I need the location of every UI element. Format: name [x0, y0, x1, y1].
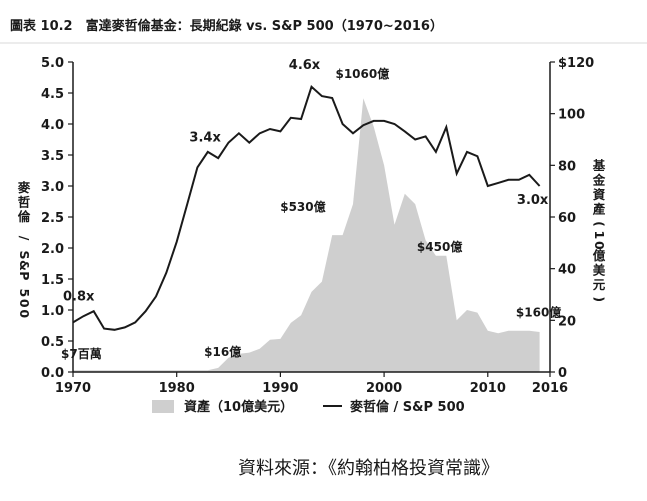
x-tick-label: 2000 — [366, 381, 402, 396]
axis-title-char: 倫 — [18, 209, 31, 224]
axis-title-char: 麥 — [17, 180, 31, 195]
left-tick-label: 4.0 — [41, 118, 64, 133]
axis-title-char: 金 — [592, 173, 606, 188]
axis-title-char: 哲 — [18, 195, 31, 210]
annotation-label: $530億 — [280, 199, 325, 214]
axis-title-char: ) — [592, 296, 607, 302]
annotation-label: $160億 — [516, 305, 561, 320]
ratio-line — [72, 85, 541, 331]
annotation-label: $1060億 — [335, 66, 389, 81]
x-tick-label: 2016 — [532, 381, 568, 396]
left-tick-label: 5.0 — [41, 56, 64, 71]
right-tick-label: 0 — [558, 366, 567, 381]
axis-title-char: 0 — [17, 299, 32, 308]
right-tick-label: 100 — [558, 108, 585, 123]
assets-area — [73, 98, 540, 372]
axis-title-char: S — [17, 250, 32, 259]
right-tick-label: 80 — [558, 159, 576, 174]
axis-title-char: 元 — [593, 277, 606, 292]
left-axis: 0.0 0.5 1.0 1.5 2.0 2.5 3.0 3.5 4.0 4.5 5.0 麥哲倫 / S&P… — [17, 56, 74, 381]
axis-title-char: 產 — [592, 202, 606, 217]
left-tick-label: 3.0 — [41, 180, 64, 195]
x-tick-label: 1980 — [159, 381, 195, 396]
x-axis: 1970 1980 1990 2000 2010 2016 — [55, 371, 568, 396]
axis-title-char: 美 — [593, 262, 606, 277]
left-tick-label: 1.5 — [41, 273, 64, 288]
left-tick-label: 0.5 — [41, 335, 64, 350]
axis-title-char: 1 — [592, 231, 607, 240]
legend: 資產（10億美元） 麥哲倫 / S&P 500 — [152, 399, 465, 415]
annotation-label: 4.6x — [289, 58, 321, 73]
axis-title-char: / — [17, 236, 32, 241]
right-tick-label: $120 — [558, 56, 594, 71]
axis-title-char: 基 — [592, 158, 606, 173]
left-axis-title: 麥哲倫 / S&P 5 00 — [17, 180, 32, 318]
annotation-label: $450億 — [417, 239, 462, 254]
annotation-label: $7百萬 — [61, 346, 102, 361]
legend-swatch-area — [152, 400, 174, 413]
axis-title-char: 5 — [17, 288, 32, 297]
axis-title-char: P — [17, 271, 32, 280]
annotation-label: 3.0x — [517, 193, 549, 208]
x-tick-label: 1970 — [55, 381, 91, 396]
left-tick-label: 1.0 — [41, 304, 64, 319]
annotation-label: $16億 — [204, 344, 241, 359]
x-tick-label: 1990 — [262, 381, 298, 396]
left-tick-label: 4.5 — [41, 87, 64, 102]
left-tick-label: 2.0 — [41, 242, 64, 257]
axis-title-char: 億 — [593, 248, 606, 263]
annotation-label: 3.4x — [189, 130, 221, 145]
source-note: 資料來源：《約翰柏格投資常識》 — [238, 458, 499, 479]
axis-title-char: 0 — [17, 309, 32, 318]
plot-area — [72, 85, 541, 372]
right-tick-label: 40 — [558, 263, 576, 278]
axis-title-char: 資 — [593, 187, 606, 202]
left-tick-label: 3.5 — [41, 149, 64, 164]
left-tick-label: 0.0 — [41, 366, 64, 381]
x-tick-label: 2010 — [470, 381, 506, 396]
annotations: 0.8x 3.4x 4.6x 3.0x $7百萬 $16億 $530億 $1060億 $450億… — [61, 58, 561, 361]
legend-label-area: 資產（10億美元） — [184, 399, 293, 415]
right-tick-label: 60 — [558, 211, 576, 226]
left-tick-label: 2.5 — [41, 211, 64, 226]
axis-title-char: ( — [592, 221, 607, 227]
chart-title: 圖表 10.2 富達麥哲倫基金：長期紀錄 vs. S&P 500（1970~20… — [10, 18, 443, 34]
axis-title-char: 0 — [592, 241, 607, 250]
axis-title-char: & — [17, 260, 32, 271]
legend-label-line: 麥哲倫 / S&P 500 — [349, 399, 465, 415]
annotation-label: 0.8x — [63, 289, 95, 304]
right-tick-label: 20 — [558, 314, 576, 329]
